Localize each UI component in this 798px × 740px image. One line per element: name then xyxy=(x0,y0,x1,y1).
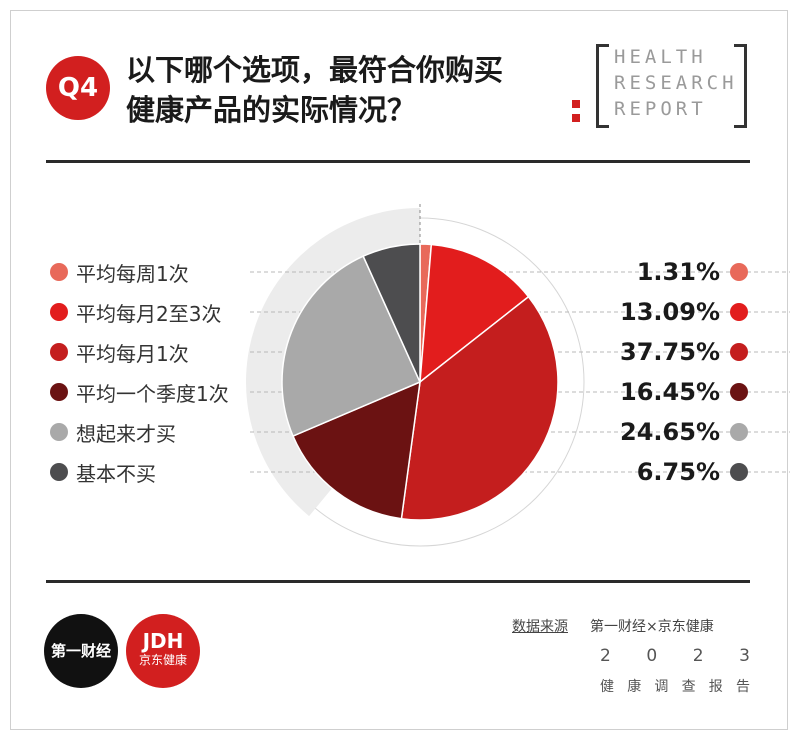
pie-slice-3 xyxy=(400,295,559,521)
data-source-label: 数据来源 xyxy=(512,619,568,635)
yicai-logo: 第一财经 xyxy=(44,614,118,688)
report-year: 2 0 2 3 xyxy=(600,646,750,666)
value-label: 37.75% xyxy=(620,338,720,366)
value-swatch xyxy=(730,303,748,321)
value-label: 13.09% xyxy=(620,298,720,326)
legend-label: 平均每月1次 xyxy=(76,341,189,366)
year-digit: 2 xyxy=(600,646,611,666)
legend-swatch xyxy=(50,383,68,401)
legend-item: 基本不买 xyxy=(50,452,156,492)
value-swatch xyxy=(730,423,748,441)
value-label: 16.45% xyxy=(620,378,720,406)
value-label-row: 1.31% xyxy=(637,252,748,292)
brand-bracket-right xyxy=(734,44,747,128)
legend-swatch xyxy=(50,463,68,481)
legend-item: 平均每周1次 xyxy=(50,252,189,292)
pie-slice-4 xyxy=(292,380,421,520)
brand-line-health: HEALTH xyxy=(614,46,707,68)
year-digit: 3 xyxy=(739,646,750,666)
legend-label: 平均一个季度1次 xyxy=(76,381,229,406)
brand-bracket-left xyxy=(596,44,609,128)
legend-swatch xyxy=(50,423,68,441)
bottom-rule xyxy=(46,580,750,583)
pie-slice-6 xyxy=(362,243,421,383)
question-title: 以下哪个选项，最符合你购买 健康产品的实际情况？ xyxy=(126,50,503,130)
report-title: 健 康 调 查 报 告 xyxy=(600,676,750,696)
data-source: 数据来源 第一财经×京东健康 xyxy=(512,616,714,636)
legend-item: 平均每月2至3次 xyxy=(50,292,221,332)
report-char: 调 xyxy=(654,679,669,695)
pie-slice-2 xyxy=(419,243,530,384)
legend-swatch xyxy=(50,263,68,281)
data-source-value: 第一财经×京东健康 xyxy=(590,619,714,635)
question-badge: Q4 xyxy=(46,56,110,120)
value-label: 6.75% xyxy=(636,458,720,486)
value-label-row: 24.65% xyxy=(620,412,748,452)
report-char: 查 xyxy=(681,679,696,695)
top-rule xyxy=(46,160,750,163)
report-char: 报 xyxy=(708,679,723,695)
question-line-2: 健康产品的实际情况？ xyxy=(126,93,417,127)
value-swatch xyxy=(730,383,748,401)
report-char: 告 xyxy=(735,679,750,695)
legend-item: 平均一个季度1次 xyxy=(50,372,229,412)
value-swatch xyxy=(730,263,748,281)
pie-slice-5 xyxy=(281,255,421,437)
brand-colon-mark xyxy=(572,100,582,124)
brand-text: HEALTH RESEARCH REPORT xyxy=(614,44,738,122)
report-char: 康 xyxy=(627,679,642,695)
value-label-row: 37.75% xyxy=(620,332,748,372)
infographic-frame xyxy=(10,10,788,730)
value-label-row: 6.75% xyxy=(637,452,748,492)
legend-label: 平均每周1次 xyxy=(76,261,189,286)
legend-label: 基本不买 xyxy=(76,461,156,486)
report-char: 健 xyxy=(600,679,614,695)
jdh-logo: JDH 京东健康 xyxy=(126,614,200,688)
year-digit: 0 xyxy=(646,646,658,666)
year-digit: 2 xyxy=(692,646,704,666)
legend-item: 想起来才买 xyxy=(50,412,176,452)
brand-line-report: REPORT xyxy=(614,98,707,120)
legend-swatch xyxy=(50,303,68,321)
legend-label: 想起来才买 xyxy=(76,421,176,446)
legend-item: 平均每月1次 xyxy=(50,332,189,372)
jdh-logo-text: 京东健康 xyxy=(138,653,187,667)
legend-swatch xyxy=(50,343,68,361)
value-label: 24.65% xyxy=(620,418,720,446)
brand-line-research: RESEARCH xyxy=(614,72,738,94)
question-line-1: 以下哪个选项，最符合你购买 xyxy=(126,53,504,87)
jdh-logo-mark: JDH xyxy=(142,629,184,653)
value-label-row: 13.09% xyxy=(620,292,748,332)
legend-label: 平均每月2至3次 xyxy=(76,301,222,326)
value-swatch xyxy=(730,463,748,481)
value-swatch xyxy=(730,343,748,361)
value-label-row: 16.45% xyxy=(620,372,748,412)
value-label: 1.31% xyxy=(636,258,720,286)
